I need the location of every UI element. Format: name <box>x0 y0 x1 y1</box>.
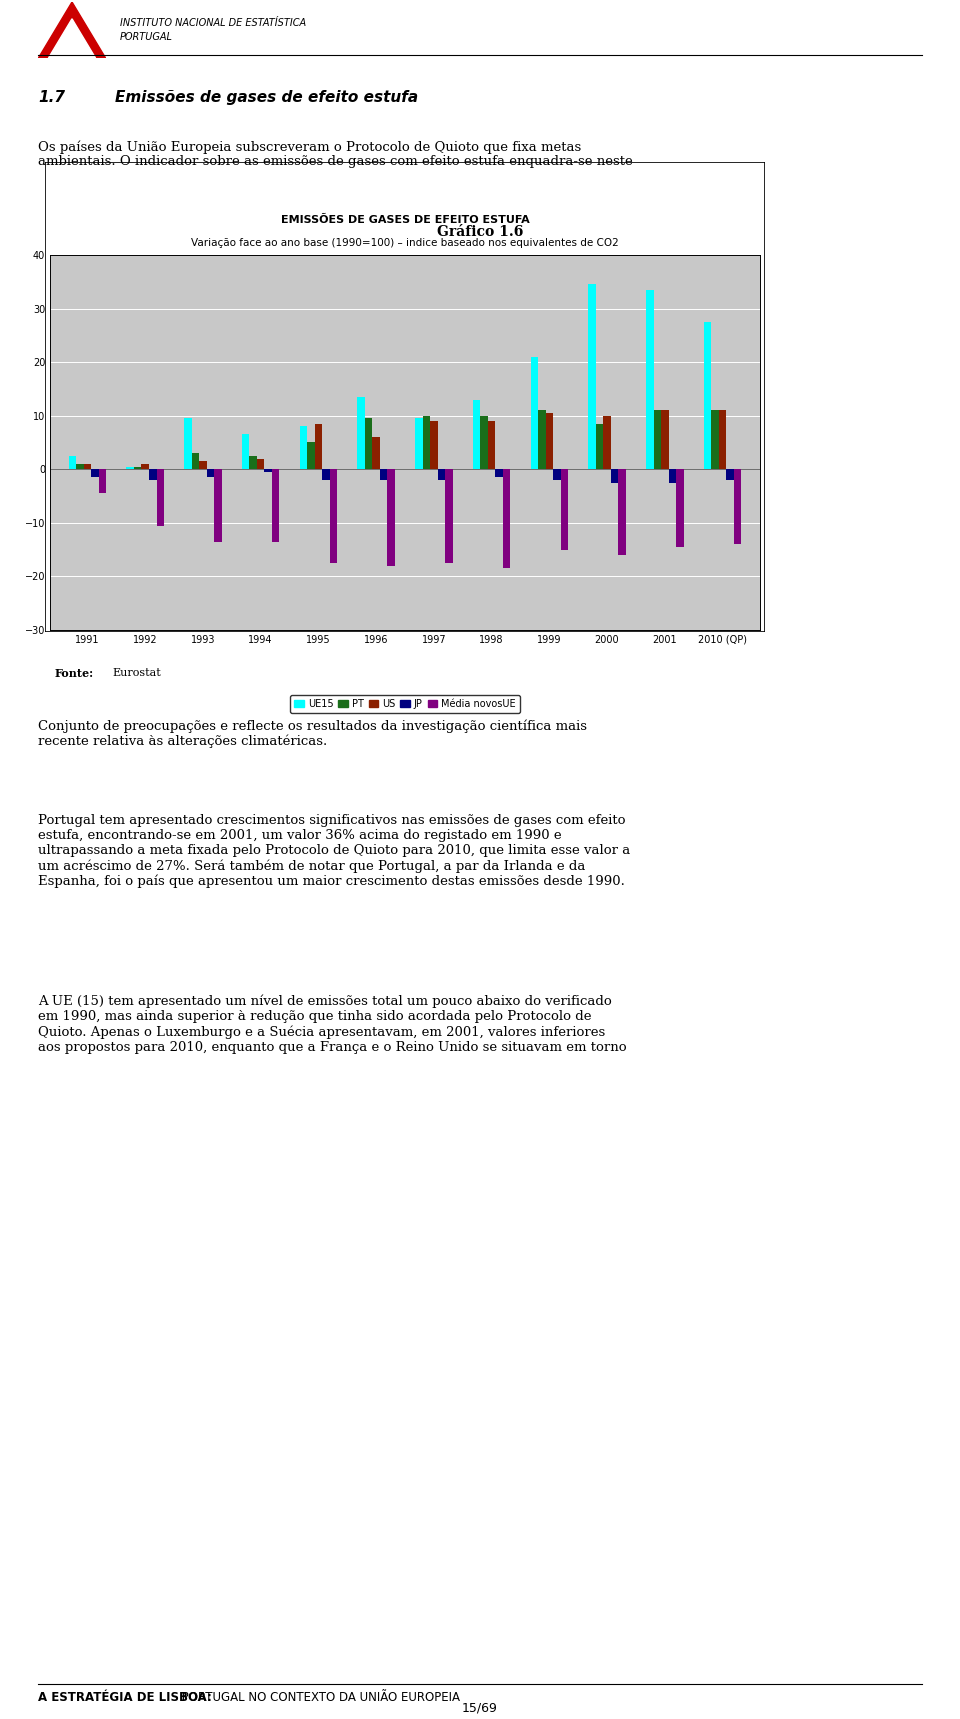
Bar <box>588 284 596 469</box>
Bar <box>214 469 222 541</box>
Bar <box>726 469 733 480</box>
Bar <box>438 469 445 480</box>
Bar <box>611 469 618 483</box>
Text: Emissões de gases de efeito estufa: Emissões de gases de efeito estufa <box>115 89 419 105</box>
Bar <box>141 464 149 469</box>
Bar <box>264 469 272 473</box>
Bar <box>200 461 206 469</box>
Text: 1.7: 1.7 <box>38 89 65 105</box>
Bar <box>206 469 214 478</box>
Bar <box>365 418 372 469</box>
Bar <box>156 469 164 526</box>
Bar <box>733 469 741 545</box>
Polygon shape <box>48 19 96 58</box>
Bar <box>503 469 511 569</box>
Text: 15/69: 15/69 <box>462 1702 498 1714</box>
Bar <box>380 469 388 480</box>
Bar <box>388 469 395 566</box>
Bar <box>676 469 684 547</box>
Bar <box>307 442 315 469</box>
Bar <box>149 469 156 480</box>
Bar <box>561 469 568 550</box>
Text: Os países da União Europeia subscreveram o Protocolo de Quioto que fixa metas
am: Os países da União Europeia subscreveram… <box>38 139 634 168</box>
Bar <box>719 411 726 469</box>
Bar <box>618 469 626 555</box>
Bar <box>711 411 719 469</box>
Bar <box>84 464 91 469</box>
Legend: UE15, PT, US, JP, Média novosUE: UE15, PT, US, JP, Média novosUE <box>290 694 519 713</box>
Text: Portugal tem apresentado crescimentos significativos nas emissões de gases com e: Portugal tem apresentado crescimentos si… <box>38 813 631 889</box>
Bar <box>242 435 250 469</box>
Bar <box>134 466 141 469</box>
Bar <box>445 469 452 564</box>
Bar <box>329 469 337 564</box>
Bar <box>480 416 488 469</box>
Bar <box>661 411 668 469</box>
Bar <box>553 469 561 480</box>
Text: Eurostat: Eurostat <box>112 667 161 677</box>
Bar <box>250 456 257 469</box>
Bar <box>473 399 480 469</box>
Bar <box>272 469 279 541</box>
Bar <box>69 456 76 469</box>
Text: Fonte:: Fonte: <box>55 667 94 679</box>
Bar <box>91 469 99 478</box>
Bar <box>704 321 711 469</box>
Bar <box>323 469 329 480</box>
Bar <box>531 358 538 469</box>
Bar <box>184 418 192 469</box>
Bar <box>488 421 495 469</box>
Bar <box>99 469 107 493</box>
Bar <box>495 469 503 478</box>
Bar <box>76 464 84 469</box>
Text: A UE (15) tem apresentado um nível de emissões total um pouco abaixo do verifica: A UE (15) tem apresentado um nível de em… <box>38 994 627 1054</box>
Text: Variação face ao ano base (1990=100) – indice baseado nos equivalentes de CO2: Variação face ao ano base (1990=100) – i… <box>191 237 619 248</box>
Bar <box>127 466 134 469</box>
Bar <box>357 397 365 469</box>
Text: EMISSÕES DE GASES DE EFEITO ESTUFA: EMISSÕES DE GASES DE EFEITO ESTUFA <box>280 215 529 225</box>
Bar <box>603 416 611 469</box>
Bar <box>596 425 603 469</box>
Bar <box>315 425 323 469</box>
Bar <box>668 469 676 483</box>
Bar <box>430 421 438 469</box>
Text: PORTUGAL NO CONTEXTO DA UNIÃO EUROPEIA: PORTUGAL NO CONTEXTO DA UNIÃO EUROPEIA <box>178 1691 460 1704</box>
Bar <box>415 418 422 469</box>
Bar <box>192 454 200 469</box>
Text: INSTITUTO NACIONAL DE ESTATÍSTICA: INSTITUTO NACIONAL DE ESTATÍSTICA <box>120 17 306 28</box>
Bar <box>654 411 661 469</box>
Bar <box>538 411 545 469</box>
Bar <box>422 416 430 469</box>
Bar <box>545 413 553 469</box>
Text: PORTUGAL: PORTUGAL <box>120 33 173 41</box>
Bar <box>300 426 307 469</box>
Text: A ESTRATÉGIA DE LISBOA:: A ESTRATÉGIA DE LISBOA: <box>38 1691 212 1704</box>
Text: Gráfico 1.6: Gráfico 1.6 <box>437 225 523 239</box>
Polygon shape <box>38 2 106 58</box>
Bar <box>646 291 654 469</box>
Bar <box>372 437 380 469</box>
Text: Conjunto de preocupações e reflecte os resultados da investigação científica mai: Conjunto de preocupações e reflecte os r… <box>38 719 588 748</box>
Bar <box>257 459 264 469</box>
